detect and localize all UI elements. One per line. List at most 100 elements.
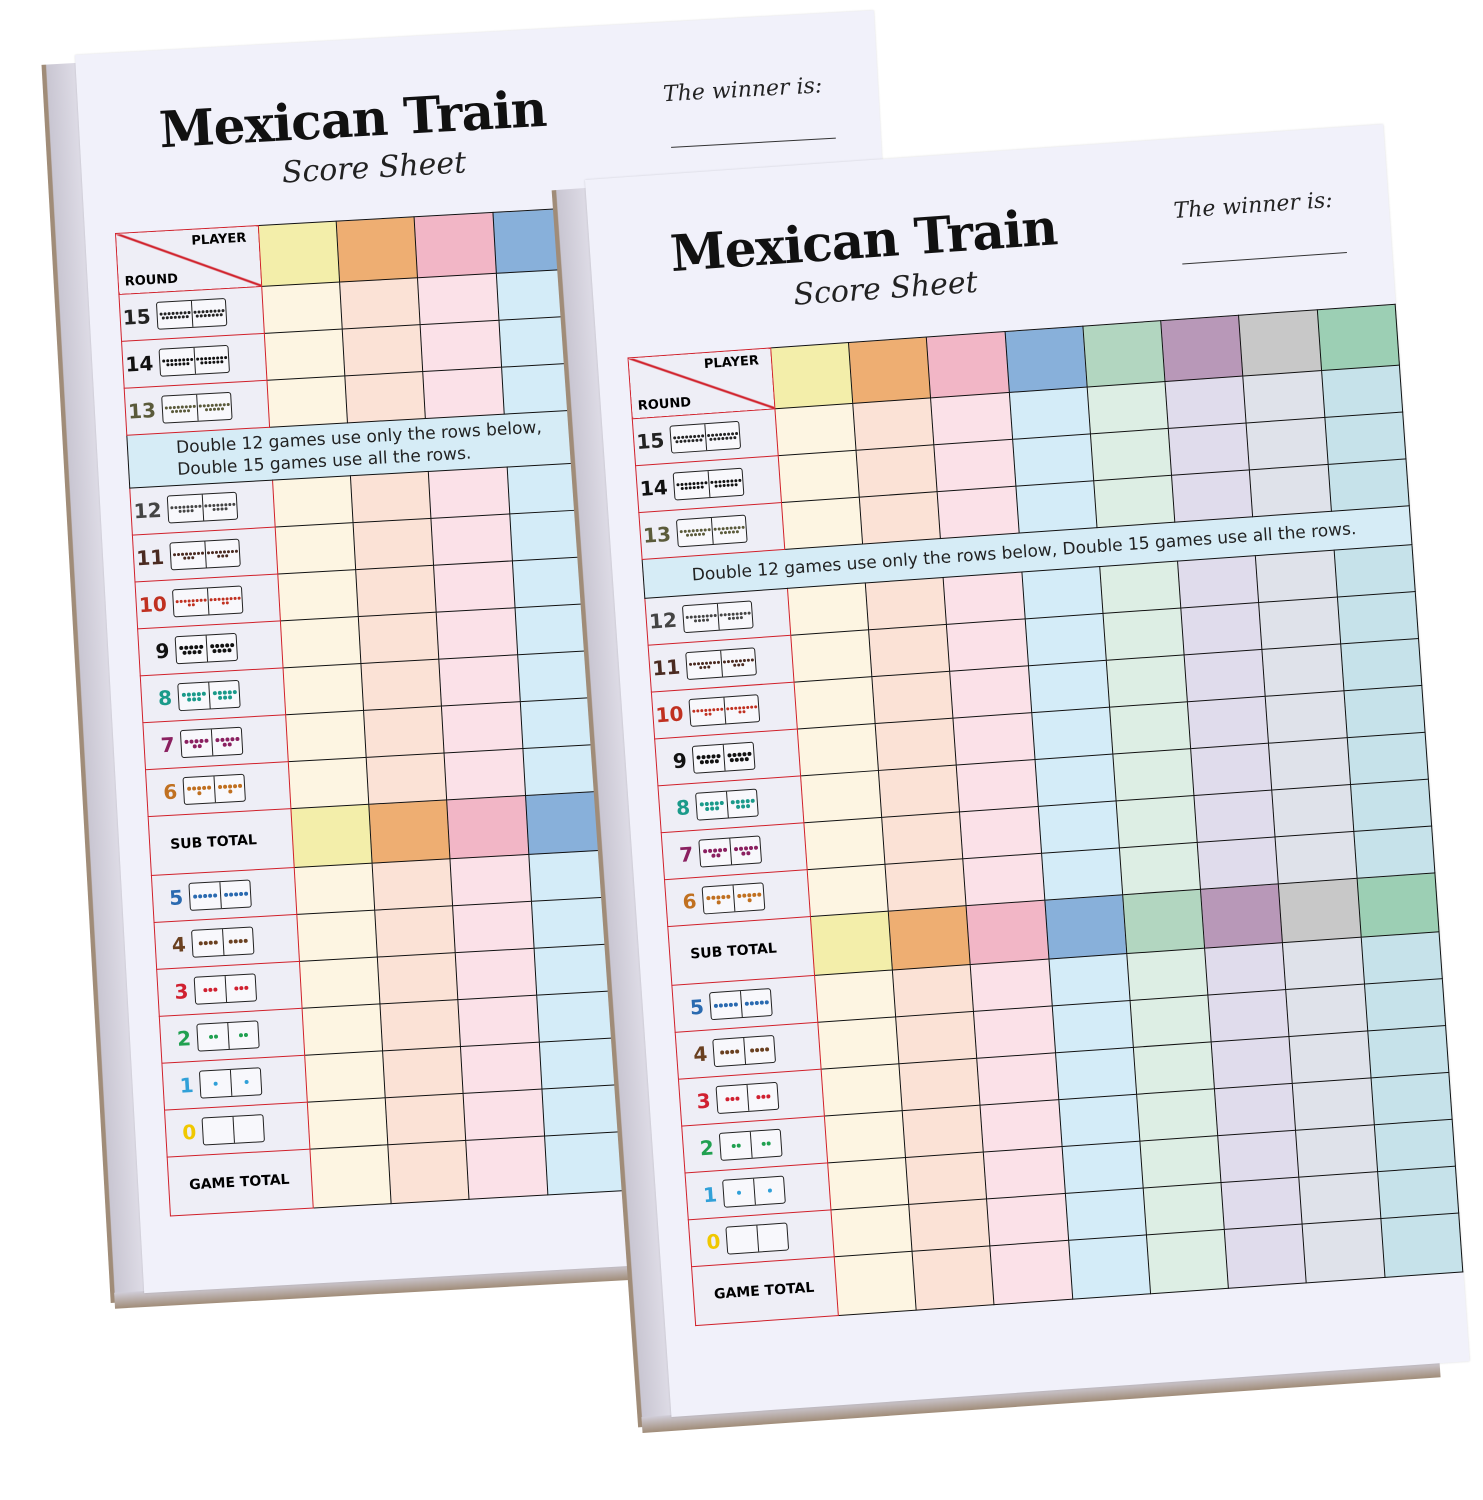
player-name-cell[interactable] <box>258 221 340 287</box>
score-cell[interactable] <box>856 444 938 498</box>
score-cell[interactable] <box>875 718 957 771</box>
score-cell[interactable] <box>959 806 1042 859</box>
sub-total-cell[interactable] <box>446 795 529 859</box>
score-cell[interactable] <box>458 995 539 1047</box>
score-cell[interactable] <box>1373 1119 1456 1172</box>
score-cell[interactable] <box>1143 1182 1225 1235</box>
score-cell[interactable] <box>787 582 869 636</box>
score-cell[interactable] <box>1337 591 1419 644</box>
score-cell[interactable] <box>538 1037 620 1090</box>
score-cell[interactable] <box>983 1146 1065 1199</box>
score-cell[interactable] <box>452 901 534 953</box>
score-cell[interactable] <box>261 282 343 334</box>
score-cell[interactable] <box>905 1152 987 1205</box>
score-cell[interactable] <box>1024 613 1107 666</box>
score-cell[interactable] <box>1055 1047 1137 1100</box>
score-cell[interactable] <box>266 375 348 428</box>
score-cell[interactable] <box>420 320 502 372</box>
score-cell[interactable] <box>977 1052 1059 1106</box>
score-cell[interactable] <box>1286 984 1368 1037</box>
score-cell[interactable] <box>372 858 453 911</box>
score-cell[interactable] <box>852 397 935 451</box>
score-cell[interactable] <box>264 329 345 381</box>
score-cell[interactable] <box>1194 790 1276 843</box>
player-name-cell[interactable] <box>1238 309 1322 377</box>
score-cell[interactable] <box>1214 1083 1296 1136</box>
score-cell[interactable] <box>455 948 537 1000</box>
score-cell[interactable] <box>1340 638 1422 691</box>
score-cell[interactable] <box>1171 469 1254 523</box>
score-cell[interactable] <box>428 467 510 519</box>
score-cell[interactable] <box>444 748 526 800</box>
score-cell[interactable] <box>953 712 1035 766</box>
score-cell[interactable] <box>533 943 615 996</box>
player-name-cell[interactable] <box>848 337 931 404</box>
sub-total-cell[interactable] <box>888 905 971 970</box>
score-cell[interactable] <box>1360 931 1443 985</box>
score-cell[interactable] <box>986 1193 1069 1246</box>
score-cell[interactable] <box>1272 784 1354 837</box>
score-cell[interactable] <box>859 491 941 545</box>
score-cell[interactable] <box>436 607 518 660</box>
score-cell[interactable] <box>1197 836 1279 890</box>
score-cell[interactable] <box>1099 561 1181 614</box>
score-cell[interactable] <box>774 403 857 456</box>
score-cell[interactable] <box>358 612 440 664</box>
score-cell[interactable] <box>1190 743 1273 796</box>
player-name-cell[interactable] <box>770 342 853 409</box>
score-cell[interactable] <box>793 676 876 730</box>
score-cell[interactable] <box>1350 779 1432 832</box>
score-cell[interactable] <box>1249 464 1332 517</box>
score-cell[interactable] <box>439 654 520 707</box>
sub-total-cell[interactable] <box>368 799 451 864</box>
score-cell[interactable] <box>382 1046 464 1098</box>
score-cell[interactable] <box>536 990 618 1043</box>
score-cell[interactable] <box>1028 660 1110 713</box>
score-cell[interactable] <box>970 959 1052 1012</box>
score-cell[interactable] <box>531 896 612 949</box>
score-cell[interactable] <box>1204 942 1287 996</box>
score-cell[interactable] <box>871 671 954 724</box>
sub-total-cell[interactable] <box>290 804 373 868</box>
score-cell[interactable] <box>1115 795 1198 848</box>
score-cell[interactable] <box>946 618 1029 672</box>
player-name-cell[interactable] <box>926 331 1009 398</box>
score-cell[interactable] <box>1109 701 1191 755</box>
score-cell[interactable] <box>350 471 432 523</box>
sub-total-cell[interactable] <box>1044 894 1127 960</box>
score-cell[interactable] <box>868 624 950 677</box>
score-cell[interactable] <box>980 1099 1062 1153</box>
sub-total-cell[interactable] <box>1122 889 1205 954</box>
score-cell[interactable] <box>441 701 523 753</box>
score-cell[interactable] <box>800 770 882 823</box>
player-name-cell[interactable] <box>336 216 418 283</box>
score-cell[interactable] <box>817 1016 899 1070</box>
score-cell[interactable] <box>339 277 421 330</box>
score-cell[interactable] <box>885 858 967 912</box>
game-total-cell[interactable] <box>834 1251 917 1316</box>
score-cell[interactable] <box>460 1042 542 1094</box>
score-cell[interactable] <box>814 969 896 1023</box>
score-cell[interactable] <box>1034 754 1116 807</box>
score-cell[interactable] <box>1177 555 1260 608</box>
score-cell[interactable] <box>277 569 359 621</box>
score-cell[interactable] <box>1353 826 1435 879</box>
score-cell[interactable] <box>1265 690 1347 744</box>
score-cell[interactable] <box>1211 1036 1293 1089</box>
winner-line[interactable] <box>1182 252 1347 265</box>
sub-total-cell[interactable] <box>1200 883 1283 949</box>
game-total-cell[interactable] <box>1224 1223 1307 1289</box>
score-cell[interactable] <box>892 964 974 1017</box>
score-cell[interactable] <box>1112 748 1195 801</box>
score-cell[interactable] <box>1139 1135 1222 1189</box>
score-cell[interactable] <box>363 706 445 758</box>
score-cell[interactable] <box>797 723 879 776</box>
score-cell[interactable] <box>463 1089 545 1141</box>
score-cell[interactable] <box>299 957 381 1009</box>
game-total-cell[interactable] <box>466 1135 548 1200</box>
score-cell[interactable] <box>1282 937 1365 990</box>
score-cell[interactable] <box>930 392 1013 445</box>
score-cell[interactable] <box>423 367 504 419</box>
score-cell[interactable] <box>1327 458 1410 512</box>
score-cell[interactable] <box>1187 696 1269 749</box>
